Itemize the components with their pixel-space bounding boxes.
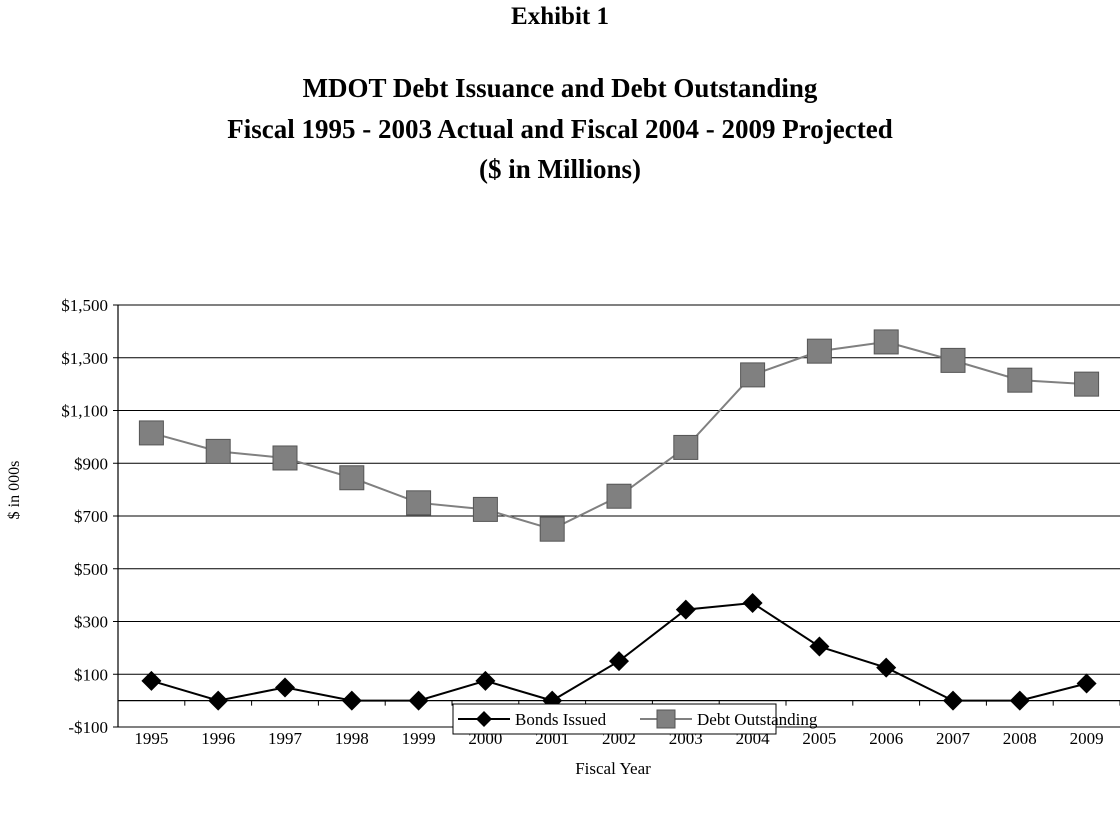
x-tick-label: 1996 (201, 729, 235, 748)
x-tick-label: 1997 (268, 729, 303, 748)
bonds-issued-point (876, 657, 897, 678)
bonds-issued-point (408, 690, 429, 711)
legend-debt-outstanding-marker (656, 709, 676, 729)
bonds-issued-point (141, 670, 162, 691)
debt-outstanding-point (806, 338, 832, 364)
x-tick-label: 1999 (402, 729, 436, 748)
bonds-issued-point (675, 599, 696, 620)
bonds-issued-point (1009, 690, 1030, 711)
x-tick-label: 2007 (936, 729, 971, 748)
x-tick-label: 2008 (1003, 729, 1037, 748)
bonds-issued-point (208, 690, 229, 711)
y-tick-label: $700 (74, 507, 108, 526)
debt-outstanding-point (873, 329, 899, 355)
x-axis-label: Fiscal Year (575, 759, 651, 778)
x-tick-label: 1998 (335, 729, 369, 748)
y-tick-label: $900 (74, 454, 108, 473)
chart-title-line-3: ($ in Millions) (478, 154, 641, 184)
legend-bonds-issued-marker (476, 711, 492, 727)
debt-outstanding-point (539, 516, 565, 542)
bonds-issued-point (943, 690, 963, 711)
y-tick-label: $1,300 (61, 349, 108, 368)
gridlines (118, 304, 1120, 675)
debt-outstanding-point (606, 483, 632, 509)
bonds-issued-point (475, 670, 496, 691)
debt-outstanding-point (339, 465, 365, 491)
bonds-issued-point (275, 677, 295, 698)
debt-outstanding-point (1074, 371, 1100, 397)
legend-debt-outstanding-label: Debt Outstanding (697, 710, 818, 729)
legend-bonds-issued-label: Bonds Issued (515, 710, 607, 729)
debt-outstanding-point (940, 347, 966, 373)
bonds-issued-point (742, 593, 763, 614)
y-tick-label: -$100 (68, 718, 108, 737)
bonds-issued-point (609, 651, 629, 672)
y-tick-label: $300 (74, 613, 108, 632)
debt-outstanding-point (673, 434, 699, 460)
x-tick-label: 2005 (802, 729, 836, 748)
chart-title-line-1: MDOT Debt Issuance and Debt Outstanding (302, 73, 818, 103)
legend-items: Bonds Issued Debt Outstanding (458, 709, 818, 729)
debt-outstanding-point (406, 490, 432, 516)
y-tick-label: $500 (74, 560, 108, 579)
y-tick-label: $1,500 (61, 296, 108, 315)
bonds-issued-point (341, 690, 362, 711)
x-tick-label: 2006 (869, 729, 903, 748)
chart-title-line-2: Fiscal 1995 - 2003 Actual and Fiscal 200… (227, 114, 893, 144)
debt-outstanding-point (1007, 367, 1033, 393)
debt-outstanding-point (138, 420, 164, 446)
series-markers (138, 329, 1100, 711)
bonds-issued-point (1076, 673, 1097, 694)
y-tick-labels: -$100 $100 $300 $500 $700 $900 $1,100 $1,300 $1,… (61, 296, 108, 737)
legend: Bonds Issued Debt Outstanding (452, 703, 818, 735)
exhibit-label: Exhibit 1 (511, 3, 609, 30)
bonds-issued-point (809, 636, 830, 657)
series-lines (151, 340, 1087, 702)
debt-outstanding-point (205, 438, 231, 464)
y-tick-label: $1,100 (61, 402, 108, 421)
debt-outstanding-point (472, 496, 498, 522)
debt-outstanding-point (272, 445, 298, 471)
x-tick-label: 1995 (134, 729, 168, 748)
y-axis-label: $ in 000s (6, 461, 23, 520)
y-tick-label: $100 (74, 665, 108, 684)
debt-outstanding-point (740, 362, 766, 388)
x-tick-label: 2009 (1070, 729, 1104, 748)
